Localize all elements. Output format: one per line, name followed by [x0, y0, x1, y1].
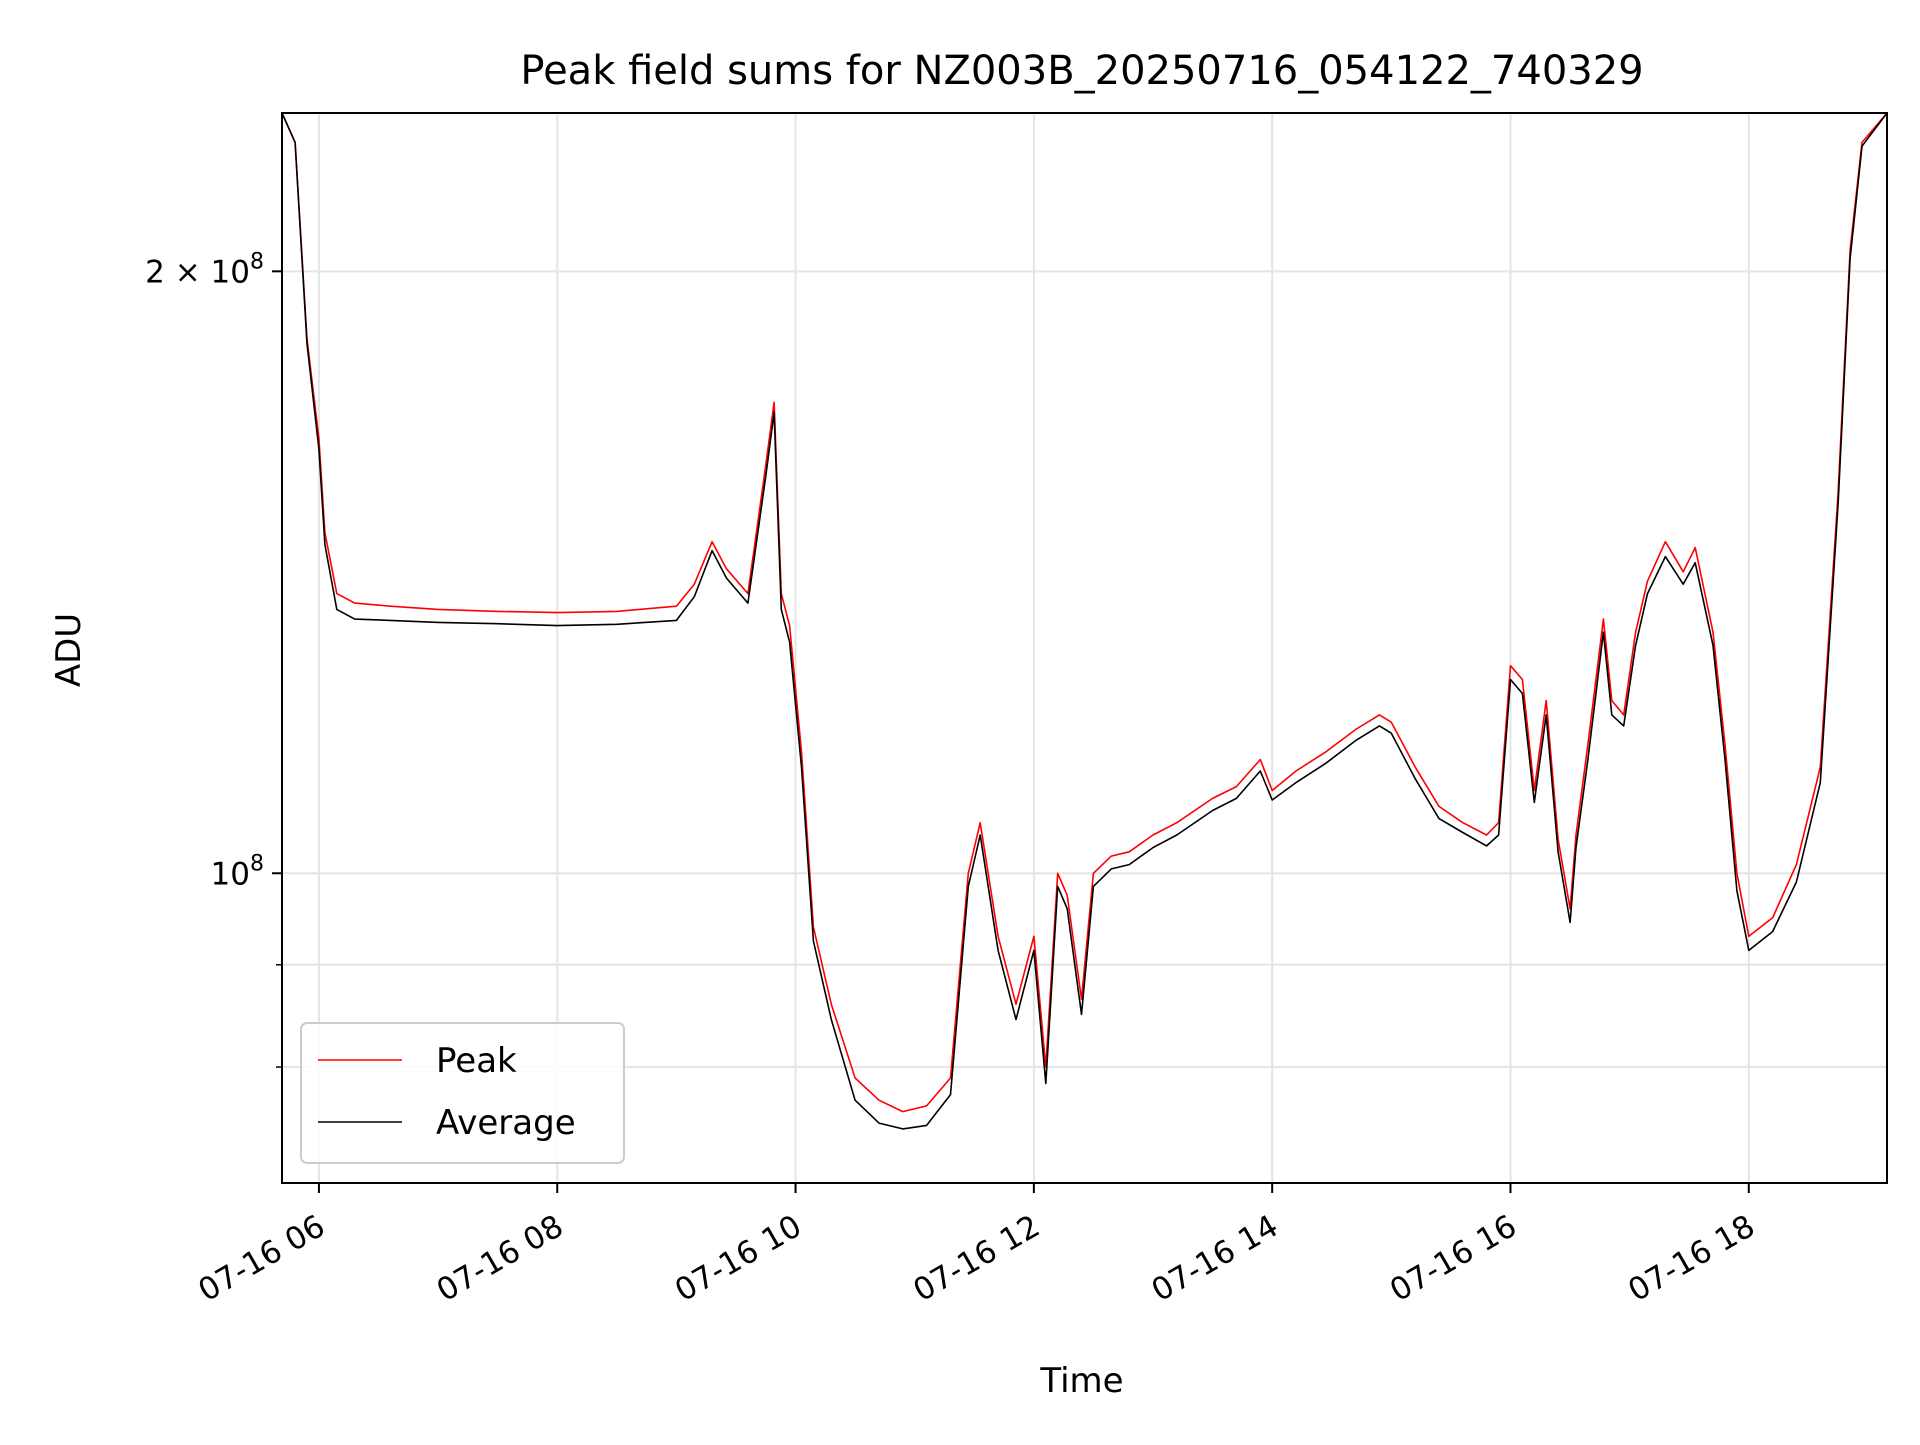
x-tick-label: 07-16 10 [669, 1208, 808, 1309]
chart-title: Peak field sums for NZ003B_20250716_0541… [520, 48, 1643, 94]
legend-box [300, 1022, 625, 1164]
y-tick-label: 2 × 108 [145, 249, 264, 290]
x-tick-label: 07-16 14 [1146, 1208, 1285, 1309]
series-line-average [282, 113, 1887, 1130]
legend-peak-label: Peak [436, 1041, 517, 1081]
x-tick-label: 07-16 12 [907, 1208, 1046, 1309]
y-tick-label: 108 [211, 851, 264, 892]
y-axis-label: ADU [49, 613, 89, 687]
x-tick-label: 07-16 18 [1622, 1208, 1761, 1309]
series-line-peak [282, 113, 1887, 1113]
x-tick-label: 07-16 08 [431, 1208, 570, 1309]
plot-frame [281, 112, 1888, 1184]
x-tick-label: 07-16 06 [192, 1208, 331, 1309]
legend-average-label: Average [436, 1103, 576, 1143]
x-tick-label: 07-16 16 [1384, 1208, 1523, 1309]
x-axis-label: Time [1039, 1361, 1123, 1401]
plot-series [282, 113, 1887, 1130]
legend: Peak Average [300, 1022, 625, 1164]
